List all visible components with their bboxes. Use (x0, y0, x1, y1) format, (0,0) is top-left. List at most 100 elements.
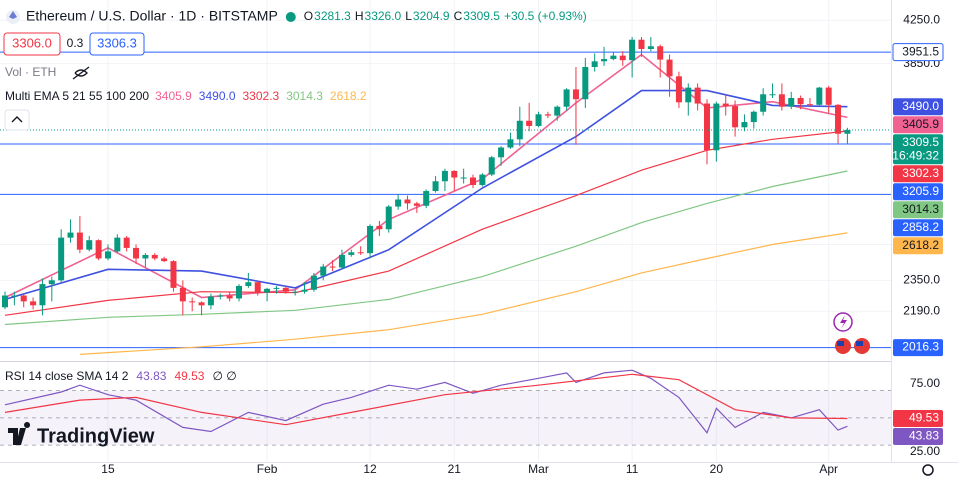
candle-body (357, 252, 364, 254)
ema-line (4, 170, 848, 326)
candle-body (133, 247, 140, 259)
candle-body (713, 103, 720, 151)
indicator-value: 2618.2 (330, 89, 367, 103)
flag-canton (856, 341, 863, 346)
candle-body (544, 114, 551, 116)
candle-body (610, 55, 617, 60)
lightning (840, 315, 847, 329)
y-tick-label: 2350.0 (903, 272, 940, 286)
price-tag (893, 134, 943, 165)
candle-body (460, 177, 467, 179)
candle-body (189, 301, 196, 303)
candle-body (301, 289, 308, 292)
price-tag (893, 219, 943, 237)
candle-body (348, 252, 355, 255)
candle-body (376, 225, 383, 230)
ohlc-value: 3204.9 (413, 9, 450, 23)
x-tick-label: 20 (710, 462, 724, 476)
price-tag-label: 43.83 (909, 429, 939, 443)
rsi-tick-label: 25.00 (910, 444, 940, 458)
candle-body (310, 275, 317, 290)
candle-body (385, 206, 392, 230)
candle-body (161, 258, 168, 262)
rsi-label: RSI 14 close SMA 14 2 (5, 369, 129, 383)
price-tag (893, 183, 943, 201)
rsi-value: 49.53 (174, 369, 204, 383)
price-tag-label: 2858.2 (902, 220, 939, 234)
candle-body (582, 67, 589, 100)
bid: 3306.0 (12, 35, 52, 50)
candle-body (563, 89, 570, 107)
logo-text: TradingView (37, 425, 155, 447)
candle-body (264, 288, 271, 293)
candle-body (413, 203, 420, 206)
price-tag-label: 3951.5 (902, 44, 939, 58)
candle-body (657, 46, 664, 60)
candle-body (619, 55, 626, 61)
x-tick-label: 11 (626, 462, 639, 476)
bid-box[interactable] (3, 32, 61, 56)
price-tag (893, 339, 943, 357)
logo-icon (8, 422, 31, 445)
candle-body (741, 122, 748, 128)
price-tag-label: 3014.3 (902, 202, 939, 216)
candle-body (732, 106, 739, 128)
candle-body (292, 291, 299, 293)
settings-icon[interactable] (922, 464, 934, 476)
price-tag-label: 49.53 (909, 411, 939, 425)
price-tag-label: 3490.0 (902, 99, 939, 113)
candle-body (207, 296, 214, 306)
price-tag (893, 98, 943, 116)
ema-line (79, 232, 848, 355)
rsi-tick-label: 75.00 (910, 376, 940, 390)
candle-body (245, 282, 252, 286)
price-tag-label: 2618.2 (902, 238, 939, 252)
candle-body (554, 106, 561, 116)
hide-icon[interactable] (72, 66, 90, 80)
candle-body (470, 177, 476, 185)
candle-body (179, 287, 186, 302)
candle-body (76, 232, 83, 250)
indicator-value: 3490.0 (199, 89, 236, 103)
candle-body (629, 39, 636, 61)
candle-body (591, 61, 598, 68)
time-axis-border (0, 462, 958, 463)
candle-body (58, 237, 65, 281)
candle-body (806, 104, 813, 106)
candle-body (488, 157, 495, 175)
candle-body (844, 130, 851, 134)
candle-body (685, 87, 692, 103)
collapse-button[interactable] (4, 109, 30, 131)
indicator-label: Multi EMA 5 21 55 100 200 (5, 89, 149, 103)
price-tag-label: 3309.5 (902, 135, 939, 149)
candle-body (329, 266, 336, 268)
price-tag (893, 237, 943, 255)
candle-body (48, 280, 55, 285)
candle-body (507, 139, 514, 148)
candle-body (320, 266, 327, 276)
ohlc-letter: O (304, 9, 313, 23)
candle-body (39, 284, 46, 306)
candle-body (816, 87, 823, 105)
price-tag (893, 116, 943, 134)
candle-body (432, 181, 439, 192)
candle-body (722, 103, 729, 107)
ohlc-value: 3326.0 (365, 9, 402, 23)
candle-body (95, 240, 102, 259)
ask-box[interactable] (89, 32, 145, 56)
spread: 0.3 (67, 36, 84, 50)
indicator-value: 3014.3 (286, 89, 323, 103)
candle-body (572, 89, 579, 100)
candle-body (20, 295, 27, 302)
x-tick-label: 21 (448, 462, 462, 476)
price-tag-label: 3405.9 (902, 117, 939, 131)
candle-body (835, 104, 842, 134)
flag-canton (837, 341, 844, 346)
y-tick-label: 2190.0 (903, 303, 940, 317)
candle-body (338, 254, 345, 268)
eth-icon-mark (9, 11, 17, 19)
axis-border (891, 0, 892, 462)
overlay: 3306.0 0.3 3306.3 Vol · ETH TradingView … (3, 8, 944, 476)
x-tick-label: Apr (819, 462, 838, 476)
